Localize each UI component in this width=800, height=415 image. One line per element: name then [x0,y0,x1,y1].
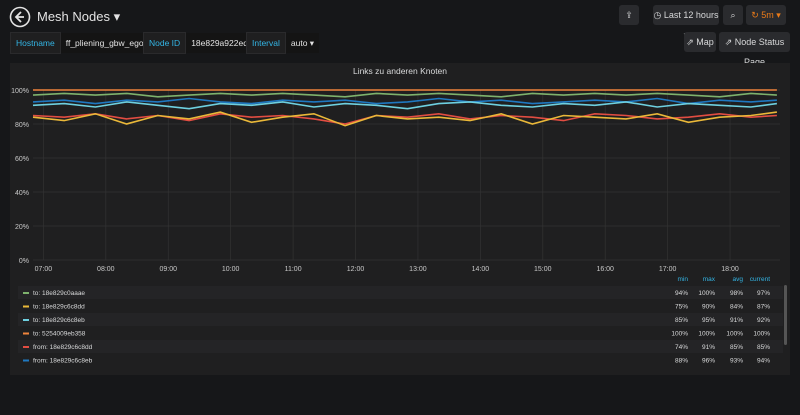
zoom-button[interactable]: ⌕ [723,5,743,25]
x-tick-label: 08:00 [97,266,115,273]
link-button[interactable]: ⇗ Map [684,32,716,52]
time-picker[interactable]: ◷ Last 12 hours ▾ [653,5,719,25]
legend-stat: 88% [675,358,688,365]
variable[interactable]: Intervalauto ▾ [246,32,319,52]
legend-row [18,313,783,326]
title-text: Mesh Nodes [37,9,110,24]
y-tick-label: 80% [15,122,29,129]
variable[interactable]: Hostnameff_pliening_gbw_egod ▾ [10,32,160,52]
x-tick-label: 16:00 [596,266,614,273]
x-tick-label: 10:00 [222,266,240,273]
legend-stat: 95% [702,317,715,324]
link-text: Map [696,37,714,47]
legend-stat: 97% [757,290,770,297]
panel-background [10,63,790,375]
legend-stat: 94% [757,358,770,365]
legend-row [18,286,783,299]
legend-column-header: current [750,276,770,283]
legend-stat: 90% [702,304,715,311]
share-button[interactable]: ⇪ [619,5,639,25]
y-tick-label: 40% [15,190,29,197]
x-tick-label: 18:00 [721,266,739,273]
y-tick-label: 20% [15,224,29,231]
legend-stat: 84% [730,304,743,311]
variable-label: Node ID [143,32,186,54]
legend-stat: 74% [675,344,688,351]
legend-stat: 100% [671,331,688,338]
legend-name[interactable]: to: 18e829c6c8dd [33,304,85,311]
link-button[interactable]: ⇗ Node Status Page [719,32,790,52]
x-tick-label: 07:00 [35,266,53,273]
x-tick-label: 14:00 [472,266,490,273]
legend-name[interactable]: from: 18e829c6c8eb [33,358,93,365]
refresh-button[interactable]: ↻ 5m ▾ [746,5,786,25]
x-tick-label: 09:00 [159,266,177,273]
back-button[interactable] [9,6,31,28]
legend-stat: 87% [757,304,770,311]
legend-stat: 92% [757,317,770,324]
y-tick-label: 60% [15,156,29,163]
variable-value: auto ▾ [286,33,319,53]
legend-name[interactable]: to: 5254009eb358 [33,331,86,338]
legend-stat: 85% [675,317,688,324]
graph-panel: Links zu anderen Knoten 0% 20% 40% 60% 80% 10… [10,63,790,375]
x-tick-label: 15:00 [534,266,552,273]
x-tick-label: 11:00 [285,266,302,273]
legend-stat: 100% [753,331,770,338]
legend-stat: 100% [726,331,743,338]
legend-name[interactable]: to: 18e829c0aaae [33,290,85,297]
value-text: auto [291,38,308,48]
legend-stat: 94% [675,290,688,297]
legend-row [18,340,783,353]
scrollbar [784,285,787,345]
y-tick-label: 100% [11,88,29,95]
legend-name[interactable]: from: 18e829c6c8dd [33,344,93,351]
value-text: ff_pliening_gbw_egod [66,38,149,48]
legend-column-header: min [678,276,689,283]
variable-label: Hostname [10,32,61,54]
legend-stat: 75% [675,304,688,311]
legend-stat: 91% [702,344,715,351]
x-tick-label: 13:00 [409,266,427,273]
legend-column-header: max [703,276,716,283]
variable-label: Interval [246,32,286,54]
legend-stat: 91% [730,317,743,324]
panel-title: Links zu anderen Knoten [353,66,447,76]
value-text: 18e829a922ed [191,38,248,48]
dashboard-title[interactable]: Mesh Nodes ▾ [37,9,120,25]
legend-stat: 98% [730,290,743,297]
legend-stat: 100% [698,290,715,297]
y-tick-label: 0% [19,258,29,265]
legend-stat: 85% [730,344,743,351]
refresh-interval: 5m [761,10,774,20]
x-tick-label: 17:00 [659,266,677,273]
legend-stat: 85% [757,344,770,351]
legend-column-header: avg [733,276,744,283]
variable[interactable]: Node ID18e829a922ed ▾ [143,32,260,52]
x-tick-label: 12:00 [347,266,365,273]
legend-stat: 96% [702,358,715,365]
legend-stat: 93% [730,358,743,365]
legend-stat: 100% [698,331,715,338]
legend-name[interactable]: to: 18e829c6c8eb [33,317,85,324]
time-range: Last 12 hours [664,10,719,20]
